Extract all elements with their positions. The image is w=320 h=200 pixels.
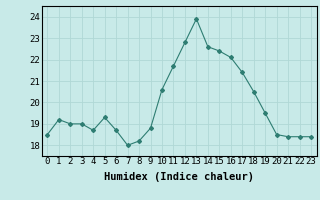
X-axis label: Humidex (Indice chaleur): Humidex (Indice chaleur) [104,172,254,182]
